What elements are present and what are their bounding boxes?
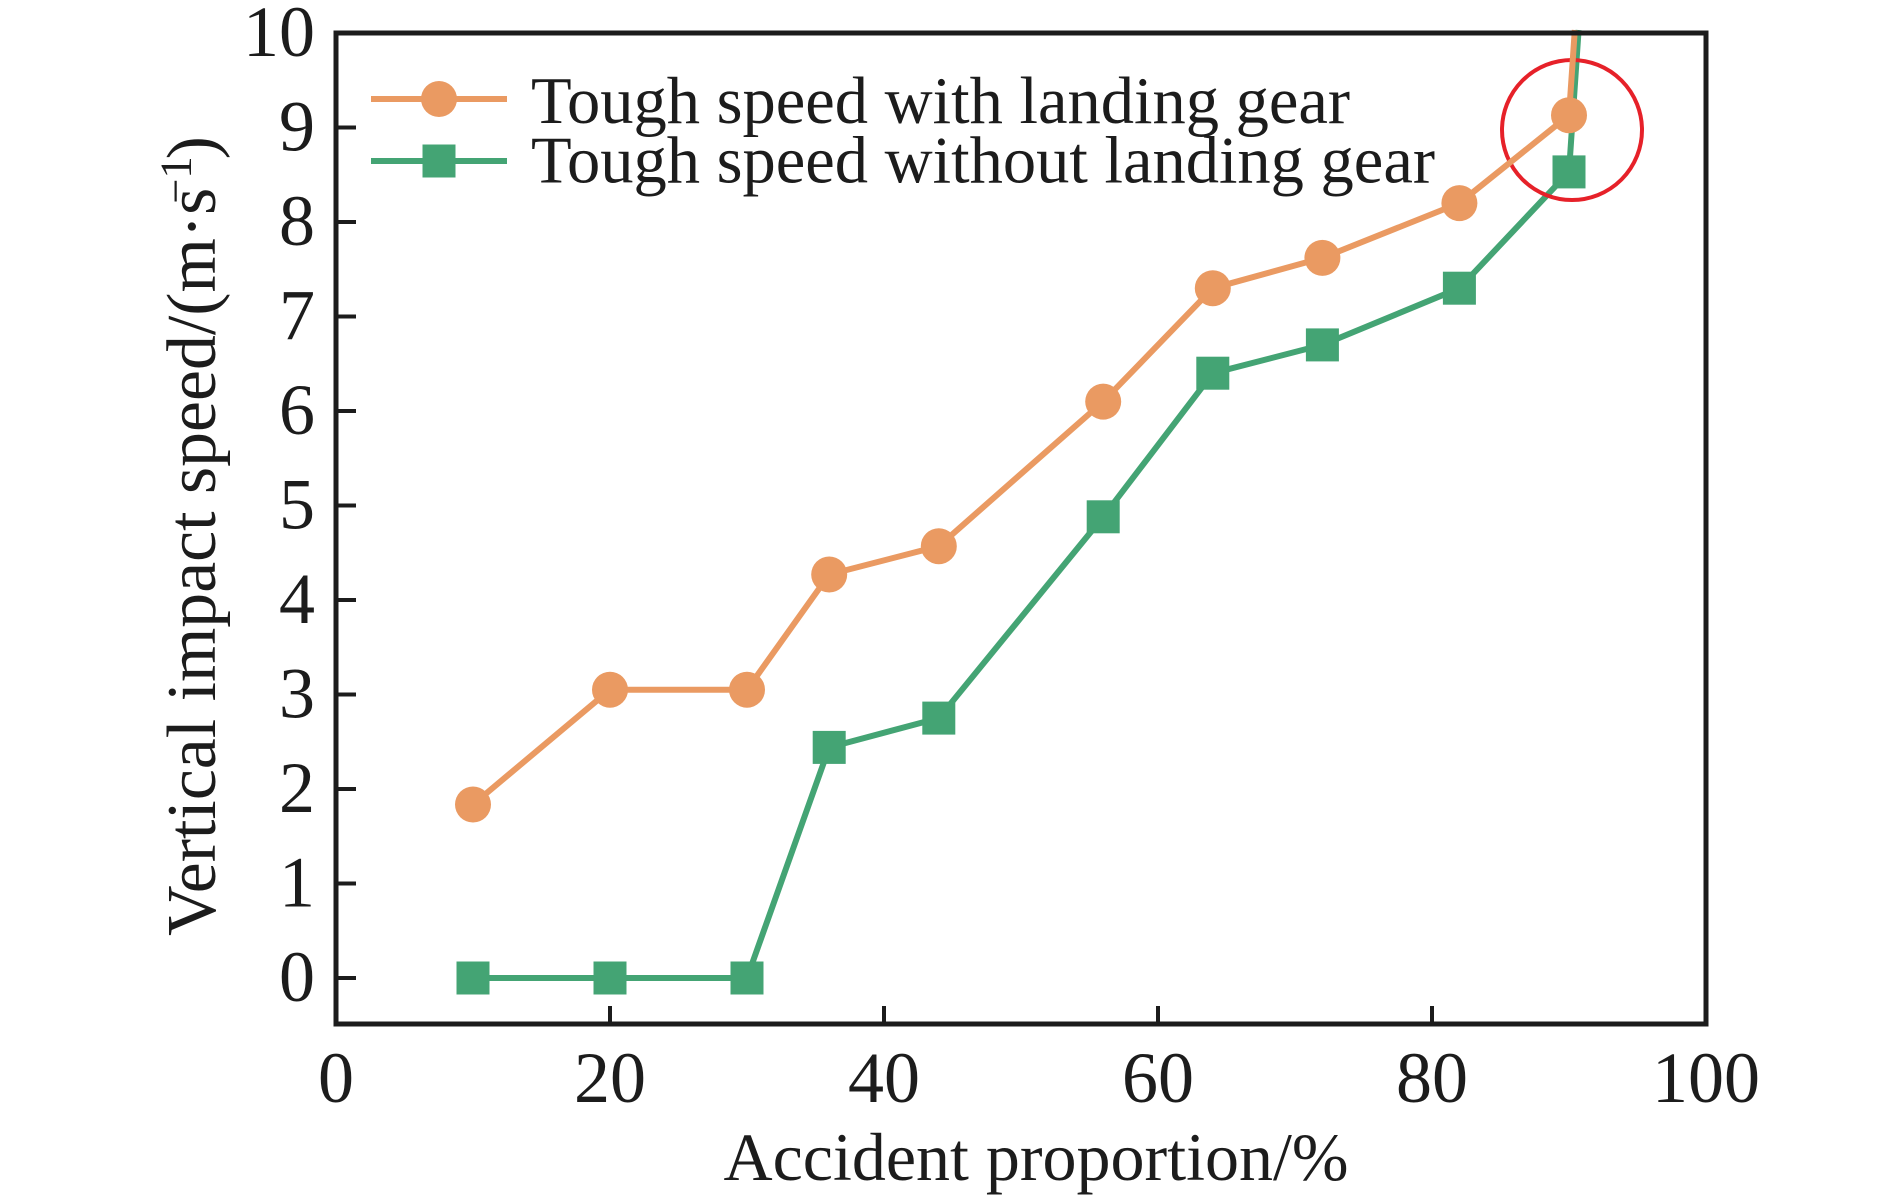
svg-text:3: 3 [279,654,315,734]
svg-text:6: 6 [279,370,315,450]
svg-text:0: 0 [318,1038,354,1118]
svg-text:8: 8 [279,181,315,261]
svg-text:5: 5 [279,465,315,545]
svg-text:1: 1 [279,843,315,923]
svg-text:80: 80 [1396,1038,1468,1118]
svg-text:7: 7 [279,276,315,356]
svg-text:20: 20 [574,1038,646,1118]
svg-text:Tough speed without landing ge: Tough speed without landing gear [531,125,1435,198]
svg-text:4: 4 [279,559,315,639]
svg-text:60: 60 [1122,1038,1194,1118]
svg-text:Tough speed with landing gear: Tough speed with landing gear [531,65,1350,138]
svg-text:0: 0 [279,937,315,1017]
svg-text:10: 10 [243,0,315,72]
svg-text:40: 40 [848,1038,920,1118]
svg-text:Accident proportion/%: Accident proportion/% [723,1119,1348,1195]
svg-text:Vertical impact speed/(m·s−1): Vertical impact speed/(m·s−1) [151,136,232,936]
svg-text:9: 9 [279,87,315,167]
svg-text:100: 100 [1652,1038,1760,1118]
svg-text:2: 2 [279,748,315,828]
